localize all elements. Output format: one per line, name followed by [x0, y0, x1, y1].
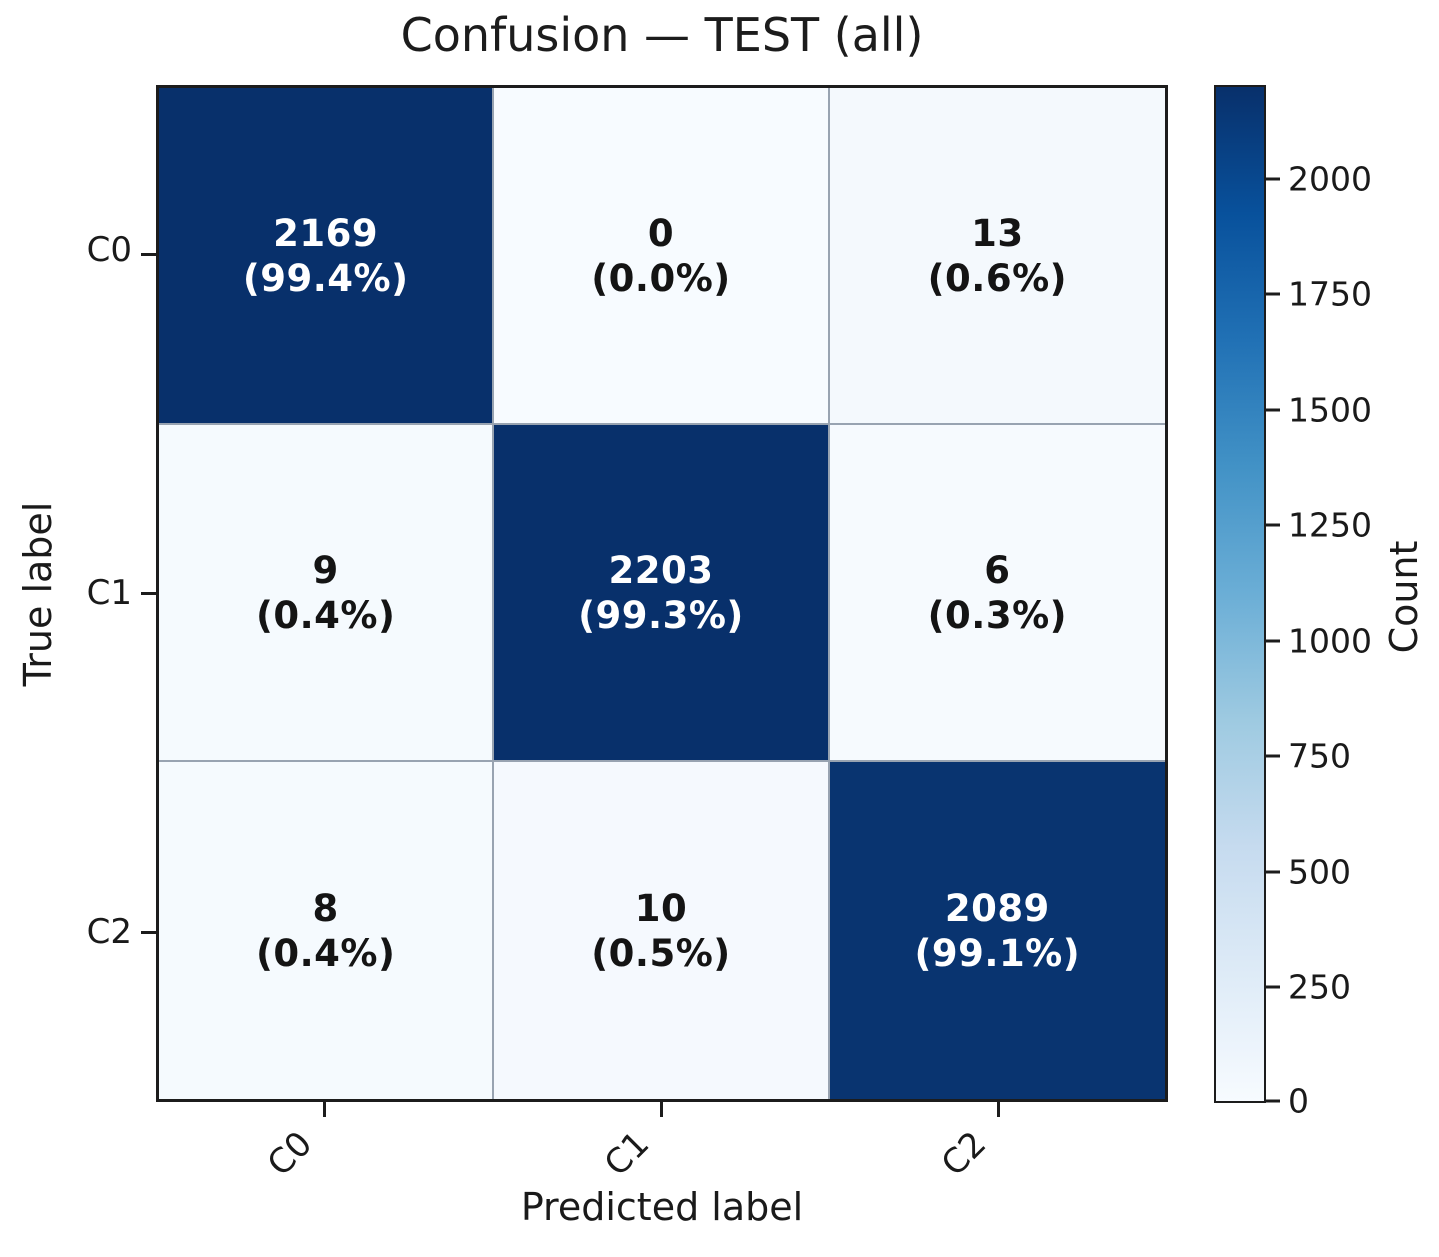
colorbar-tick-500: 500 [1288, 852, 1351, 892]
cell-percent: (0.4%) [255, 931, 396, 975]
matrix-cell-r0c1: 0 (0.0%) [494, 88, 830, 425]
cell-count: 9 [312, 548, 339, 592]
y-axis-label: True label [16, 501, 60, 687]
x-tick-label-c2: C2 [933, 1123, 995, 1185]
y-tick-mark [141, 592, 156, 595]
cell-count: 10 [634, 886, 688, 930]
colorbar-tick-750: 750 [1288, 736, 1351, 776]
matrix-cell-r2c0: 8 (0.4%) [159, 762, 495, 1099]
colorbar-tick-250: 250 [1288, 967, 1351, 1007]
y-tick-label-c0: C0 [86, 230, 132, 270]
chart-title: Confusion — TEST (all) [400, 8, 924, 62]
matrix-cell-r1c1: 2203 (99.3%) [494, 425, 830, 762]
colorbar-tick-mark [1266, 177, 1280, 181]
cell-percent: (0.5%) [591, 931, 731, 975]
cell-count: 8 [312, 886, 339, 930]
colorbar-tick-2000: 2000 [1288, 159, 1372, 199]
cell-percent: (99.1%) [914, 931, 1081, 975]
matrix-cell-r2c1: 10 (0.5%) [494, 762, 830, 1099]
cell-percent: (0.6%) [927, 256, 1068, 300]
heatmap-axes: 2169 (99.4%) 0 (0.0%) 13 (0.6%) 9 (0.4%)… [156, 85, 1168, 1102]
colorbar-tick-mark [1266, 523, 1280, 527]
x-axis-label: Predicted label [520, 1185, 804, 1229]
cell-percent: (99.4%) [242, 256, 409, 300]
colorbar-tick-mark [1266, 292, 1280, 296]
y-tick-label-c2: C2 [86, 912, 132, 952]
colorbar-tick-mark [1266, 870, 1280, 874]
matrix-cell-r1c2: 6 (0.3%) [829, 425, 1165, 762]
colorbar-tick-1750: 1750 [1288, 274, 1372, 314]
colorbar-tick-1500: 1500 [1288, 390, 1372, 430]
x-tick-mark [997, 1102, 1000, 1117]
colorbar-tick-mark [1266, 754, 1280, 758]
colorbar-gradient [1214, 85, 1266, 1103]
cell-percent: (0.0%) [591, 256, 731, 300]
colorbar-tick-mark [1266, 985, 1280, 989]
cell-count: 6 [984, 548, 1011, 592]
y-tick-label-c1: C1 [86, 573, 132, 613]
x-tick-mark [660, 1102, 663, 1117]
matrix-cell-r0c0: 2169 (99.4%) [159, 88, 495, 425]
colorbar-tick-1250: 1250 [1288, 505, 1372, 545]
cell-count: 2089 [944, 886, 1050, 930]
x-tick-mark [323, 1102, 326, 1117]
colorbar-tick-1000: 1000 [1288, 621, 1372, 661]
matrix-cell-r2c2: 2089 (99.1%) [829, 762, 1165, 1099]
cell-count: 13 [971, 211, 1024, 255]
matrix-cell-r1c0: 9 (0.4%) [159, 425, 495, 762]
cell-count: 0 [647, 211, 675, 255]
x-tick-label-c0: C0 [259, 1123, 321, 1185]
colorbar-tick-0: 0 [1288, 1081, 1309, 1121]
cell-percent: (0.3%) [927, 593, 1068, 637]
y-tick-mark [141, 931, 156, 934]
y-tick-mark [141, 253, 156, 256]
matrix-cell-r0c2: 13 (0.6%) [829, 88, 1165, 425]
cell-count: 2203 [608, 548, 714, 592]
colorbar-tick-mark [1266, 408, 1280, 412]
cell-percent: (0.4%) [255, 593, 396, 637]
colorbar-tick-mark [1266, 1099, 1280, 1103]
colorbar-tick-mark [1266, 639, 1280, 643]
cell-percent: (99.3%) [578, 593, 744, 637]
x-tick-label-c1: C1 [596, 1123, 658, 1185]
cell-count: 2169 [273, 211, 379, 255]
colorbar-label: Count [1382, 540, 1426, 654]
